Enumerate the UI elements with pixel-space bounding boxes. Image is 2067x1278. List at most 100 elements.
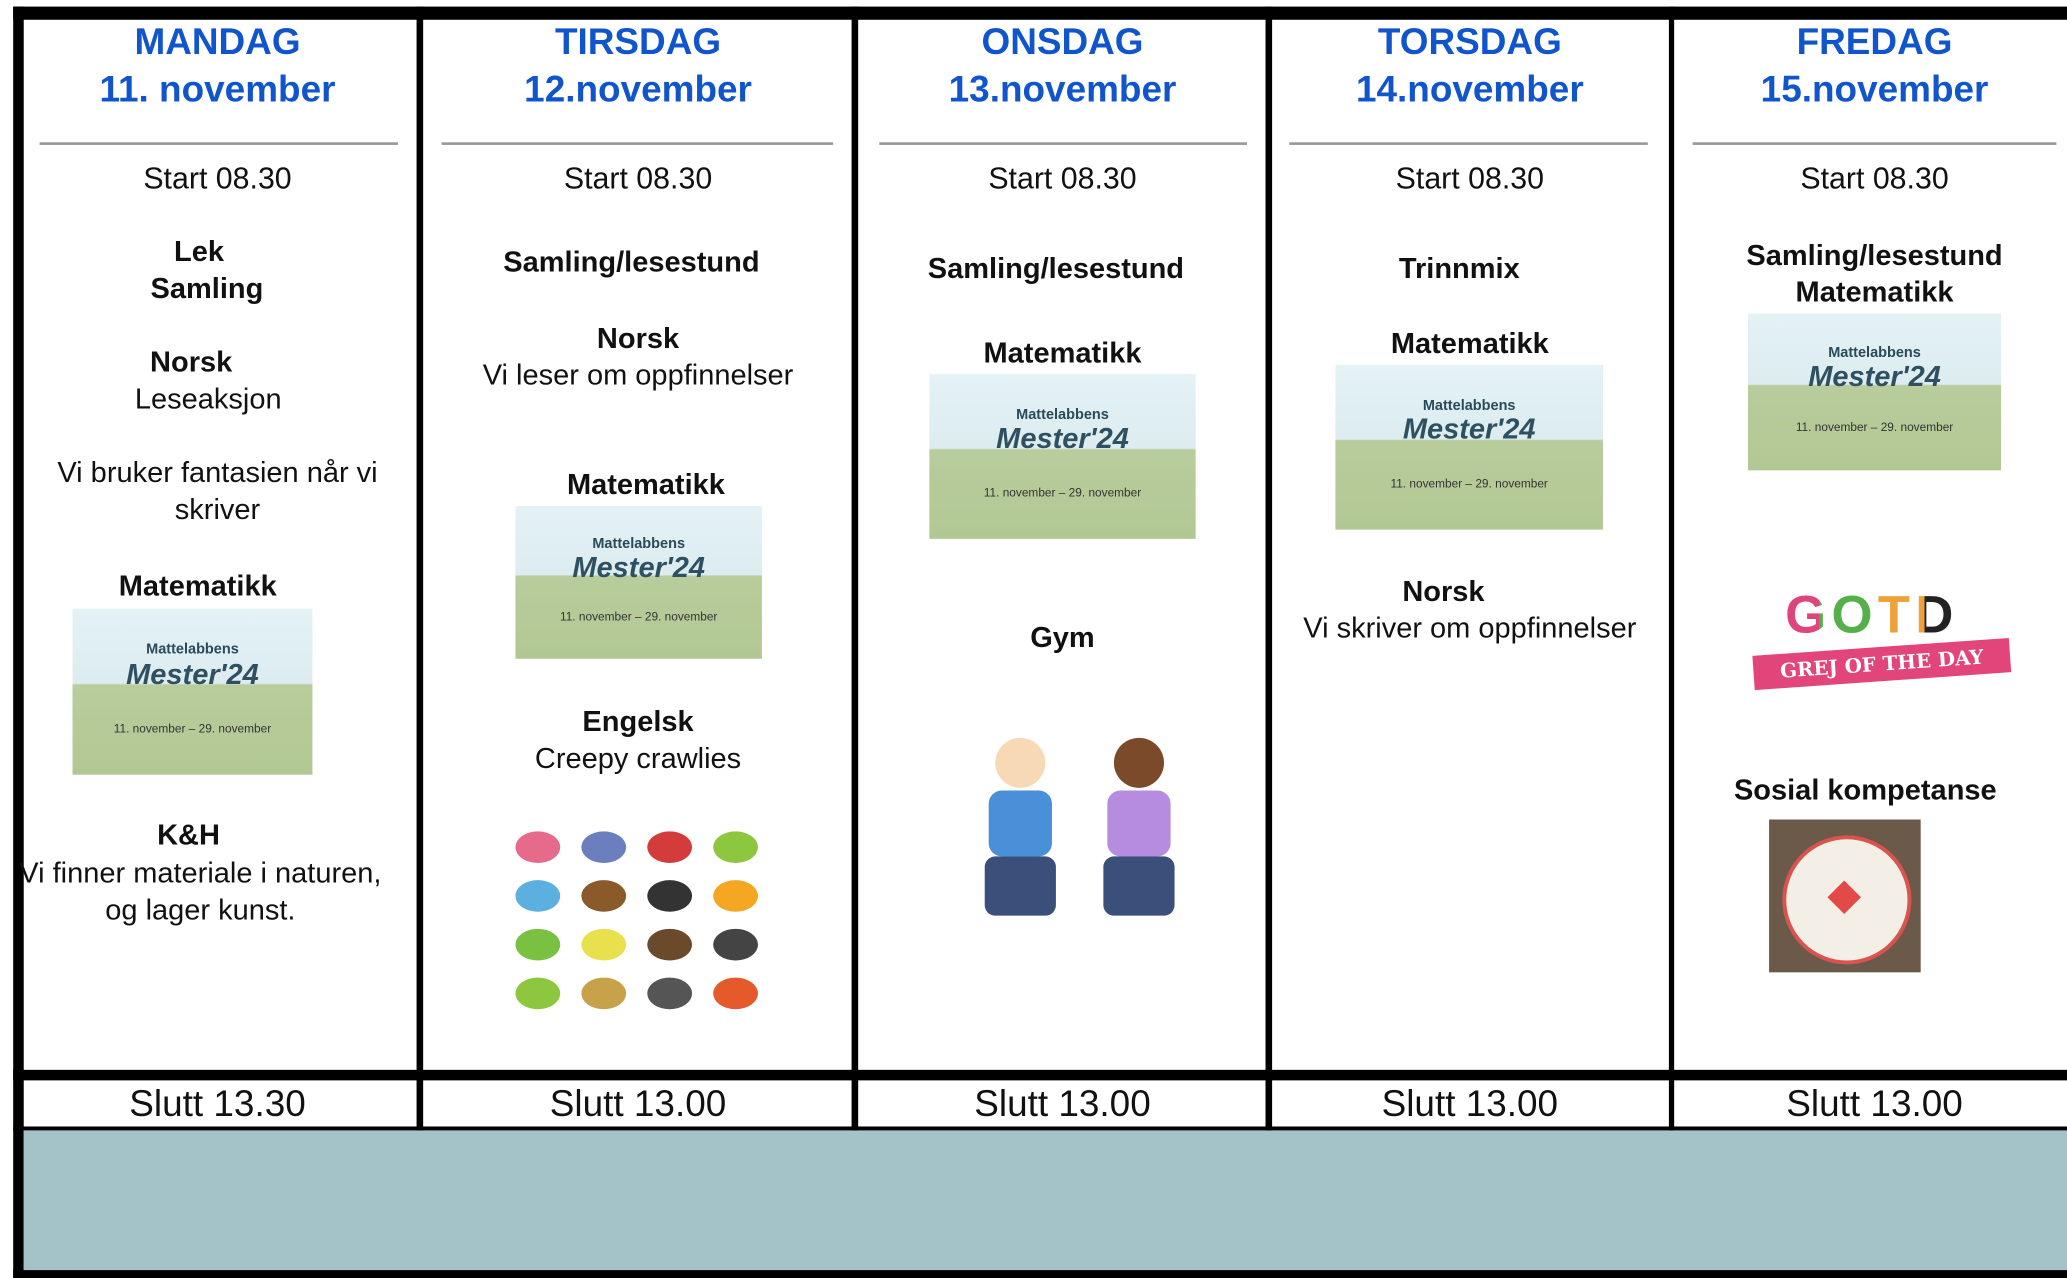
- gotd-tagline: GREJ OF THE DAY: [1752, 637, 2012, 691]
- banner-subtitle: Mester'24: [126, 656, 259, 690]
- banner-title: Mattelabbens: [146, 641, 239, 658]
- banner-dates: 11. november – 29. november: [1795, 420, 1954, 434]
- divider: [416, 6, 424, 1131]
- activity: Norsk: [596, 321, 680, 355]
- start-time: Start 08.30: [143, 160, 292, 195]
- start-time: Start 08.30: [563, 160, 713, 195]
- banner-image: Mattelabbens Mester'24 11. november – 29. …: [515, 505, 762, 659]
- activity: Matematikk: [1390, 326, 1549, 360]
- activity: Gym: [1030, 620, 1095, 654]
- social-image: [1769, 819, 1921, 973]
- activity: Vi leser om oppfinnelser: [482, 358, 794, 392]
- insect: [647, 928, 693, 961]
- banner-subtitle: Mester'24: [996, 421, 1129, 455]
- weekday: ONSDAG: [981, 21, 1144, 62]
- insect: [581, 977, 627, 1010]
- activity: Norsk: [150, 345, 233, 379]
- end-time: Slutt 13.00: [1381, 1083, 1559, 1124]
- activity: Samling/lesestund: [1746, 238, 2003, 272]
- activity: Trinnmix: [1398, 251, 1520, 285]
- activity: Samling/lesestund: [503, 245, 760, 278]
- activity: Matematikk: [1795, 275, 1954, 309]
- banner-image: Mattelabbens Mester'24 11. november – 29. …: [1335, 364, 1603, 530]
- activity: Samling/lesestund: [927, 251, 1185, 285]
- weekday: TORSDAG: [1377, 21, 1562, 62]
- header-rule: [879, 142, 1248, 145]
- banner-title: Mattelabbens: [1016, 407, 1109, 423]
- insects-image: [505, 823, 771, 1021]
- banner-title: Mattelabbens: [592, 536, 686, 553]
- kid-head: [995, 737, 1046, 788]
- insect: [515, 928, 561, 961]
- activity: Creepy crawlies: [534, 741, 742, 775]
- activity: Vi bruker fantasien når vi skriver: [57, 455, 378, 526]
- insect: [647, 831, 693, 863]
- banner-subtitle: Mester'24: [1402, 412, 1536, 446]
- date: 12.november: [524, 68, 752, 110]
- divider: [1668, 6, 1675, 1131]
- banner-dates: 11. november – 29. november: [113, 721, 272, 735]
- banner-subtitle: Mester'24: [1808, 359, 1941, 392]
- circle: [1782, 835, 1912, 965]
- notes-area: [23, 1130, 2067, 1271]
- end-time: Slutt 13.00: [1786, 1083, 1963, 1124]
- weekday: MANDAG: [134, 21, 301, 62]
- header-rule: [1289, 142, 1648, 145]
- divider: [851, 6, 859, 1131]
- gotd-letters: GOTD: [1766, 586, 1977, 645]
- insect: [515, 977, 561, 1010]
- banner-image: Mattelabbens Mester'24 11. november – 29. …: [1747, 313, 2002, 471]
- kids-image: [929, 731, 1206, 929]
- banner-subtitle: Mester'24: [572, 550, 706, 584]
- activity: Samling: [150, 271, 264, 305]
- date: 13.november: [948, 68, 1177, 110]
- kid-legs: [984, 856, 1056, 916]
- start-time: Start 08.30: [988, 160, 1137, 195]
- kid-body: [988, 790, 1052, 857]
- header-rule: [441, 142, 834, 145]
- banner-dates: 11. november – 29. november: [559, 609, 718, 624]
- divider: [1265, 6, 1273, 1131]
- insect: [647, 977, 693, 1010]
- activity: Vi skriver om oppfinnelser: [1303, 611, 1637, 645]
- banner-dates: 11. november – 29. november: [1390, 476, 1548, 491]
- banner-image: Mattelabbens Mester'24 11. november – 29. …: [929, 374, 1196, 539]
- activity: Matematikk: [118, 569, 277, 603]
- insect: [713, 928, 758, 961]
- activity: Engelsk: [582, 704, 694, 738]
- border: [13, 6, 2067, 20]
- border: [13, 6, 24, 1278]
- banner-dates: 11. november – 29. november: [983, 486, 1142, 500]
- activity: Matematikk: [983, 335, 1142, 369]
- insect: [713, 880, 758, 912]
- end-time: Slutt 13.30: [129, 1083, 306, 1124]
- kid-legs: [1103, 856, 1175, 916]
- activity: K&H: [157, 818, 220, 852]
- kid-head: [1113, 737, 1165, 788]
- end-time: Slutt 13.00: [549, 1083, 727, 1124]
- activity: Leseaksjon: [134, 382, 282, 416]
- start-time: Start 08.30: [1800, 160, 1949, 195]
- insect: [515, 831, 561, 863]
- date: 14.november: [1355, 68, 1584, 110]
- border: [13, 1069, 2067, 1081]
- header-rule: [1692, 142, 2057, 145]
- insect: [581, 880, 627, 912]
- banner-title: Mattelabbens: [1828, 344, 1921, 361]
- activity: Vi finner materiale i naturen, og lager …: [19, 856, 382, 927]
- weekday: FREDAG: [1796, 21, 1953, 62]
- border: [13, 1270, 2067, 1278]
- date: 15.november: [1760, 68, 1989, 110]
- insect: [581, 831, 627, 863]
- insect: [713, 831, 758, 863]
- insect: [713, 977, 758, 1010]
- activity: Sosial kompetanse: [1733, 773, 1997, 807]
- weekday: TIRSDAG: [554, 21, 722, 62]
- gotd-logo: GOTD GREJ OF THE DAY: [1752, 586, 2016, 694]
- end-time: Slutt 13.00: [974, 1083, 1151, 1124]
- activity: Lek: [174, 234, 225, 268]
- activity: Norsk: [1402, 574, 1485, 608]
- insect: [581, 928, 627, 961]
